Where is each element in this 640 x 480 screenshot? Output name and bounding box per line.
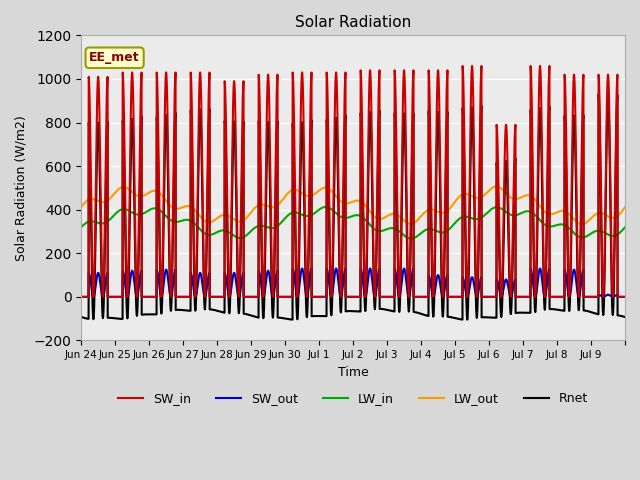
LW_in [322, 204, 330, 210]
LW_in [373, 228, 381, 233]
LW_in [403, 234, 410, 240]
Rnet [621, 314, 628, 320]
LW_out [373, 216, 381, 221]
Line: Rnet: Rnet [81, 95, 625, 320]
SW_out [77, 294, 85, 300]
LW_in [502, 209, 510, 215]
X-axis label: Time: Time [338, 366, 369, 379]
LW_out [529, 194, 537, 200]
SW_in [468, 63, 476, 69]
LW_out [502, 191, 510, 196]
Rnet [502, 158, 510, 164]
Rnet [77, 314, 85, 320]
Line: SW_in: SW_in [81, 66, 625, 297]
SW_in [502, 122, 510, 128]
Rnet [529, 204, 537, 210]
Rnet [190, 263, 198, 269]
SW_out [543, 283, 550, 288]
SW_out [373, 280, 381, 286]
Rnet [543, 225, 550, 230]
SW_in [190, 243, 198, 249]
Rnet [463, 317, 471, 323]
Y-axis label: Solar Radiation (W/m2): Solar Radiation (W/m2) [15, 115, 28, 261]
Rnet [373, 218, 381, 224]
Legend: SW_in, SW_out, LW_in, LW_out, Rnet: SW_in, SW_out, LW_in, LW_out, Rnet [113, 387, 593, 410]
LW_out [621, 204, 628, 210]
LW_in [190, 220, 198, 226]
Line: SW_out: SW_out [81, 268, 625, 297]
LW_out [403, 219, 410, 225]
Line: LW_in: LW_in [81, 207, 625, 239]
LW_in [621, 225, 628, 230]
LW_out [543, 211, 550, 216]
SW_out [621, 294, 628, 300]
SW_out [298, 265, 306, 271]
LW_in [543, 223, 551, 229]
LW_out [578, 221, 586, 227]
LW_in [529, 210, 537, 216]
SW_out [403, 278, 410, 284]
LW_out [190, 206, 198, 212]
LW_out [493, 183, 500, 189]
SW_in [403, 162, 410, 168]
SW_in [373, 194, 381, 200]
SW_out [190, 288, 198, 294]
Text: EE_met: EE_met [90, 51, 140, 64]
SW_out [502, 276, 510, 282]
Rnet [403, 193, 410, 199]
Rnet [595, 92, 602, 97]
SW_in [529, 174, 537, 180]
SW_in [77, 294, 85, 300]
Line: LW_out: LW_out [81, 186, 625, 224]
LW_out [77, 204, 85, 210]
SW_out [529, 279, 537, 285]
SW_in [621, 294, 628, 300]
LW_in [77, 225, 85, 230]
Title: Solar Radiation: Solar Radiation [295, 15, 412, 30]
SW_in [543, 201, 550, 206]
LW_in [407, 236, 415, 241]
